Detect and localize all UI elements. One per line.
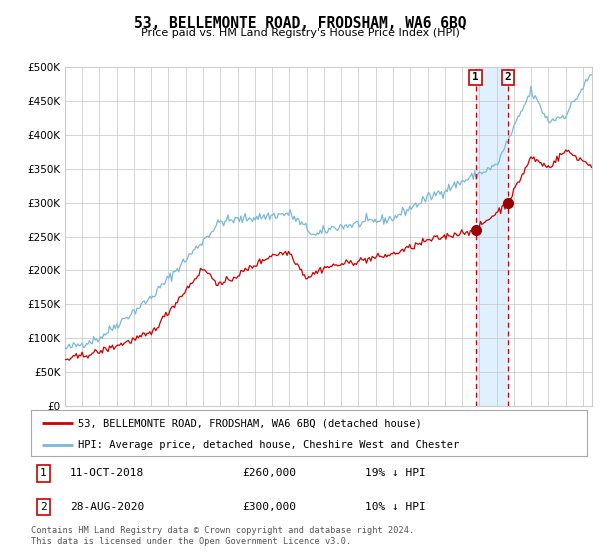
Text: Price paid vs. HM Land Registry's House Price Index (HPI): Price paid vs. HM Land Registry's House …: [140, 28, 460, 38]
Text: 2: 2: [505, 72, 511, 82]
Text: HPI: Average price, detached house, Cheshire West and Chester: HPI: Average price, detached house, Ches…: [79, 440, 460, 450]
Text: Contains HM Land Registry data © Crown copyright and database right 2024.
This d: Contains HM Land Registry data © Crown c…: [31, 526, 415, 546]
Text: £260,000: £260,000: [242, 468, 296, 478]
Text: £300,000: £300,000: [242, 502, 296, 512]
Text: 19% ↓ HPI: 19% ↓ HPI: [365, 468, 425, 478]
Text: 11-OCT-2018: 11-OCT-2018: [70, 468, 145, 478]
Text: 10% ↓ HPI: 10% ↓ HPI: [365, 502, 425, 512]
Text: 1: 1: [472, 72, 479, 82]
Text: 2: 2: [40, 502, 47, 512]
Bar: [476, 67, 508, 406]
Text: 28-AUG-2020: 28-AUG-2020: [70, 502, 145, 512]
Text: 53, BELLEMONTE ROAD, FRODSHAM, WA6 6BQ: 53, BELLEMONTE ROAD, FRODSHAM, WA6 6BQ: [134, 16, 466, 31]
Text: 53, BELLEMONTE ROAD, FRODSHAM, WA6 6BQ (detached house): 53, BELLEMONTE ROAD, FRODSHAM, WA6 6BQ (…: [79, 418, 422, 428]
Text: 1: 1: [40, 468, 47, 478]
